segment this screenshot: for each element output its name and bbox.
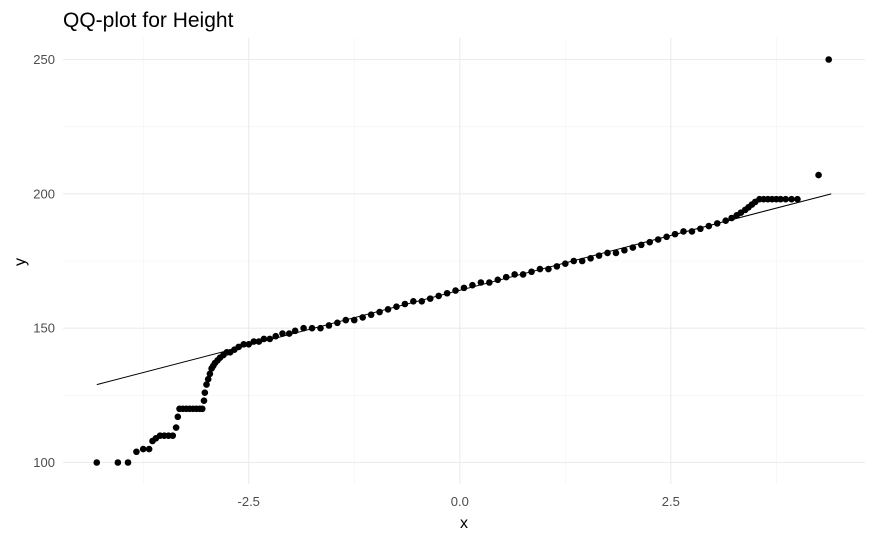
data-point [545, 265, 552, 273]
data-point [266, 335, 274, 343]
data-point [629, 244, 637, 251]
data-point [486, 279, 493, 286]
data-point [260, 335, 268, 343]
data-point [443, 289, 451, 297]
data-point [334, 319, 341, 327]
data-point [587, 255, 594, 262]
data-point [93, 459, 101, 466]
data-point [502, 273, 510, 281]
data-point [401, 300, 409, 308]
data-point [285, 330, 293, 337]
y-axis-ticks: 100 150 200 250 [33, 52, 55, 470]
data-point [359, 314, 366, 321]
data-point [646, 238, 654, 246]
data-point [198, 405, 206, 413]
data-point [435, 292, 442, 300]
x-tick-label: -2.5 [238, 494, 260, 509]
data-point [174, 413, 182, 421]
data-point [621, 246, 628, 254]
x-tick-label: 2.5 [662, 494, 680, 509]
data-point [663, 233, 670, 241]
data-point [536, 265, 544, 273]
data-point [728, 214, 735, 222]
plot-grid [63, 38, 865, 484]
data-point [460, 284, 468, 292]
data-point [688, 228, 696, 235]
data-point [697, 225, 704, 233]
data-point [342, 316, 350, 324]
y-tick-label: 150 [33, 321, 55, 336]
data-point [511, 271, 518, 278]
data-point [777, 195, 784, 203]
data-point [562, 260, 569, 267]
data-point [291, 327, 299, 335]
data-point [469, 281, 476, 289]
data-point [815, 171, 822, 179]
data-point [671, 230, 679, 238]
data-point [680, 228, 687, 235]
data-point [200, 397, 208, 405]
y-tick-label: 200 [33, 186, 55, 201]
data-point [426, 295, 434, 302]
data-point [114, 459, 122, 466]
data-point [788, 195, 795, 203]
data-point [250, 338, 258, 345]
data-point [279, 330, 286, 337]
data-point [204, 375, 212, 383]
data-point [452, 287, 459, 294]
data-point [384, 306, 392, 313]
data-point [553, 263, 561, 270]
data-point [308, 324, 316, 332]
data-point [418, 298, 426, 305]
data-point [235, 343, 242, 351]
data-point [570, 257, 578, 265]
data-point [654, 236, 662, 243]
data-point [203, 381, 210, 388]
data-point [519, 271, 527, 278]
data-point [367, 311, 375, 319]
data-point [272, 332, 280, 340]
x-tick-label: 0.0 [451, 494, 469, 509]
data-point [612, 249, 620, 257]
data-point [376, 308, 383, 316]
data-point [604, 249, 611, 257]
data-point [169, 432, 177, 439]
data-point [124, 459, 132, 466]
x-axis-ticks: -2.5 0.0 2.5 [238, 494, 680, 509]
data-point [172, 424, 180, 431]
data-point [595, 252, 603, 259]
y-tick-label: 100 [33, 455, 55, 470]
data-points [93, 56, 832, 466]
data-point [528, 268, 535, 276]
data-point [245, 340, 253, 348]
data-point [255, 338, 263, 345]
data-point [637, 241, 645, 249]
data-point [477, 279, 485, 286]
data-point [713, 220, 721, 227]
data-point [350, 316, 358, 324]
data-point [494, 276, 502, 284]
data-point [410, 298, 417, 305]
data-point [300, 324, 307, 332]
y-tick-label: 250 [33, 52, 55, 67]
data-point [139, 445, 147, 453]
data-point [825, 56, 832, 63]
data-point [705, 222, 713, 230]
data-point [578, 257, 586, 265]
data-point [317, 324, 324, 332]
data-point [240, 340, 247, 348]
data-point [794, 195, 801, 203]
data-point [722, 217, 730, 224]
x-axis-title: x [460, 515, 468, 532]
data-point [201, 389, 209, 396]
chart-title: QQ-plot for Height [63, 9, 234, 32]
data-point [145, 445, 153, 453]
data-point [782, 195, 789, 203]
data-point [133, 448, 140, 456]
data-point [325, 322, 333, 329]
data-point [393, 303, 400, 310]
data-point [206, 370, 214, 378]
y-axis-title: y [12, 258, 29, 266]
